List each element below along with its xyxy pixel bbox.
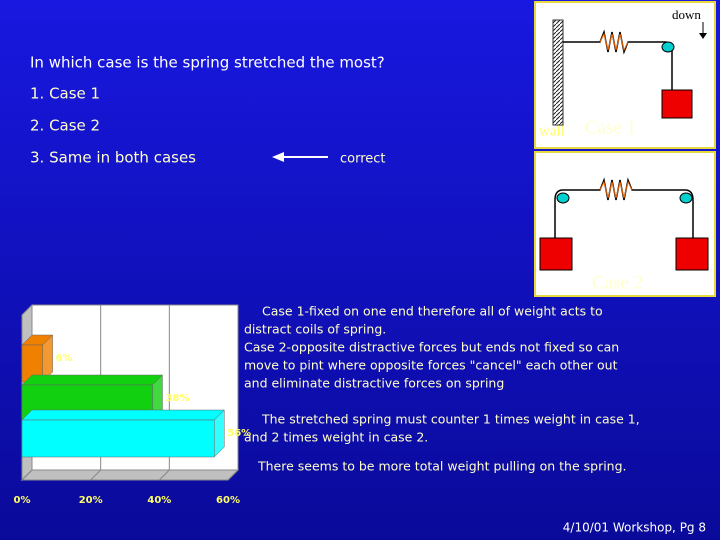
pulley (556, 192, 570, 204)
case1-box (534, 1, 716, 149)
grid-line (90, 305, 102, 481)
note-line: Case 1-fixed on one end therefore all of… (262, 304, 603, 319)
weight (675, 237, 709, 271)
note-line: Case 2-opposite distractive forces but e… (244, 340, 619, 355)
note-line: move to pint where opposite forces "canc… (244, 358, 618, 373)
weight (661, 89, 693, 119)
case-label: Case 1 (585, 117, 636, 138)
bar-front (21, 419, 215, 458)
chart: 0% 20% 40% 60% 6% 38% 56% (14, 303, 251, 506)
bar-top (21, 409, 225, 421)
wall-label: wall (539, 123, 565, 139)
note-line: The stretched spring must counter 1 time… (261, 412, 640, 427)
note-line: and eliminate distractive forces on spri… (244, 376, 504, 391)
pulley (661, 41, 675, 53)
case-label: Case 2 (592, 272, 643, 293)
floor (20, 469, 240, 481)
note-line: and 2 times weight in case 2. (244, 430, 428, 445)
value-label: 6% (56, 353, 73, 364)
note-line: There seems to be more total weight pull… (257, 459, 627, 474)
spring-color (599, 32, 629, 52)
case2-box (534, 151, 716, 297)
x-tick-label: 0% (14, 495, 31, 506)
spring (563, 177, 685, 201)
x-tick-label: 60% (216, 495, 240, 506)
note-line: distract coils of spring. (244, 322, 386, 337)
weight (539, 237, 573, 271)
grid-line (227, 305, 239, 481)
wall-shape (552, 19, 564, 126)
bar (21, 334, 54, 383)
bar-top (21, 374, 164, 386)
rope (554, 189, 564, 240)
option: 2. Case 2 (30, 117, 100, 135)
down-arrow (699, 22, 707, 39)
question: In which case is the spring stretched th… (30, 54, 385, 72)
footer: 4/10/01 Workshop, Pg 8 (563, 521, 706, 535)
spring-color (599, 180, 633, 199)
grid-line (158, 305, 170, 481)
value-label: 56% (227, 428, 251, 439)
correct-label: correct (340, 152, 386, 167)
option: 1. Case 1 (30, 85, 100, 103)
x-tick-label: 20% (79, 495, 103, 506)
bar (21, 409, 225, 458)
down-label: down (672, 7, 701, 22)
option: 3. Same in both cases (30, 149, 196, 167)
rope (684, 189, 694, 240)
pulley (679, 192, 693, 204)
value-label: 38% (165, 393, 189, 404)
x-tick-label: 40% (147, 495, 171, 506)
notes: Case 1-fixed on one end therefore all of… (244, 304, 640, 474)
arrow (272, 152, 328, 162)
